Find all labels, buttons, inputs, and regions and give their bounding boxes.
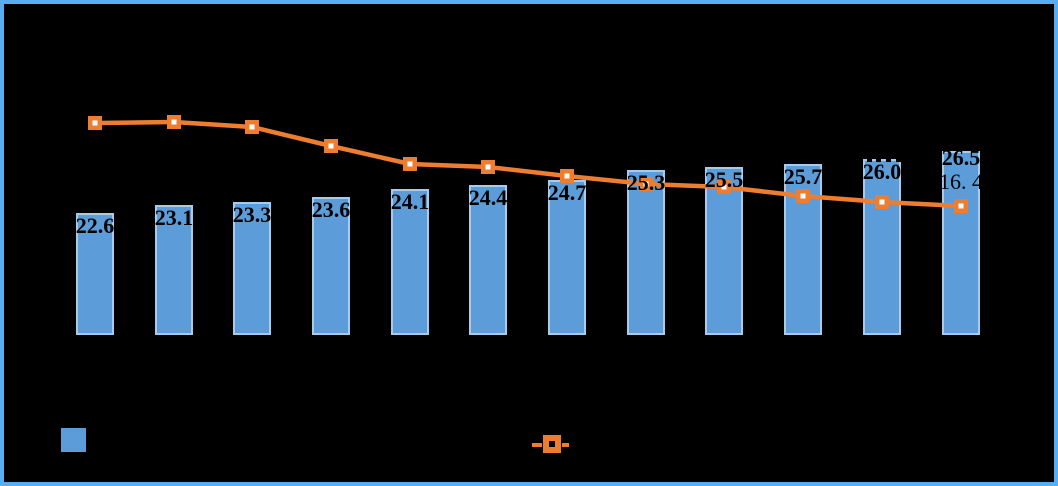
bar: [233, 202, 271, 335]
line-marker-center: [485, 164, 491, 170]
line-marker-center: [643, 181, 649, 187]
plot-area: 22.6 23.1 23.3 23.6 24.1 24.4 24.7 25.3 25.5 25.7…: [4, 4, 1054, 482]
bar-value-label: 24.1: [390, 189, 430, 215]
bar: [155, 205, 193, 335]
bar: [942, 151, 980, 335]
line-layer: [88, 115, 968, 213]
bar-value-label: 25.5: [704, 167, 744, 192]
bar: [863, 159, 901, 335]
bar: [312, 197, 350, 335]
legend-marker-center: [549, 441, 555, 447]
line-marker-center: [564, 173, 570, 179]
bar-value-label: 26.0: [862, 159, 902, 184]
line-marker-center: [958, 203, 964, 209]
bar: [627, 170, 665, 335]
line-marker-center: [249, 124, 255, 130]
clipped-label-remnant: [886, 158, 891, 162]
bar: [705, 167, 743, 335]
clipped-label-remnant: [876, 158, 881, 162]
legend-line-swatch-part: [562, 443, 569, 447]
clipped-label-remnant: [867, 158, 872, 162]
bar-value-label: 26.5: [941, 145, 981, 170]
bars-layer: [4, 4, 1054, 482]
trend-line: [94, 119, 962, 209]
bar-value-label: 23.1: [154, 205, 194, 231]
legend: [4, 4, 1054, 482]
line-marker-center: [879, 199, 885, 205]
bar: [548, 179, 586, 335]
line-marker-center: [800, 193, 806, 199]
bar-value-label: 25.7: [783, 163, 823, 189]
bar-value-label: 22.6: [75, 213, 115, 239]
bar-value-label: 23.6: [311, 197, 351, 223]
line-marker-center: [407, 161, 413, 167]
bar-value-label: 23.3: [232, 202, 272, 228]
bar-value-label: 25.3: [626, 170, 666, 196]
labels-layer: 22.6 23.1 23.3 23.6 24.1 24.4 24.7 25.3 25.5 25.7…: [4, 4, 1054, 482]
line-marker-center: [721, 184, 727, 190]
line-value-label: 16. 4: [939, 169, 983, 194]
bar: [76, 213, 114, 335]
bar-value-label: 24.7: [547, 179, 587, 205]
legend-line-swatch-part: [532, 443, 542, 447]
bar-value-label: 24.4: [468, 184, 508, 210]
clipped-label-remnant: [896, 158, 901, 162]
bar: [391, 189, 429, 335]
legend-bar-swatch: [61, 428, 86, 452]
line-marker-center: [171, 119, 177, 125]
bar: [469, 184, 507, 335]
line-marker-center: [328, 143, 334, 149]
legend-line-marker-icon: [532, 435, 569, 453]
line-marker-center: [92, 120, 98, 126]
